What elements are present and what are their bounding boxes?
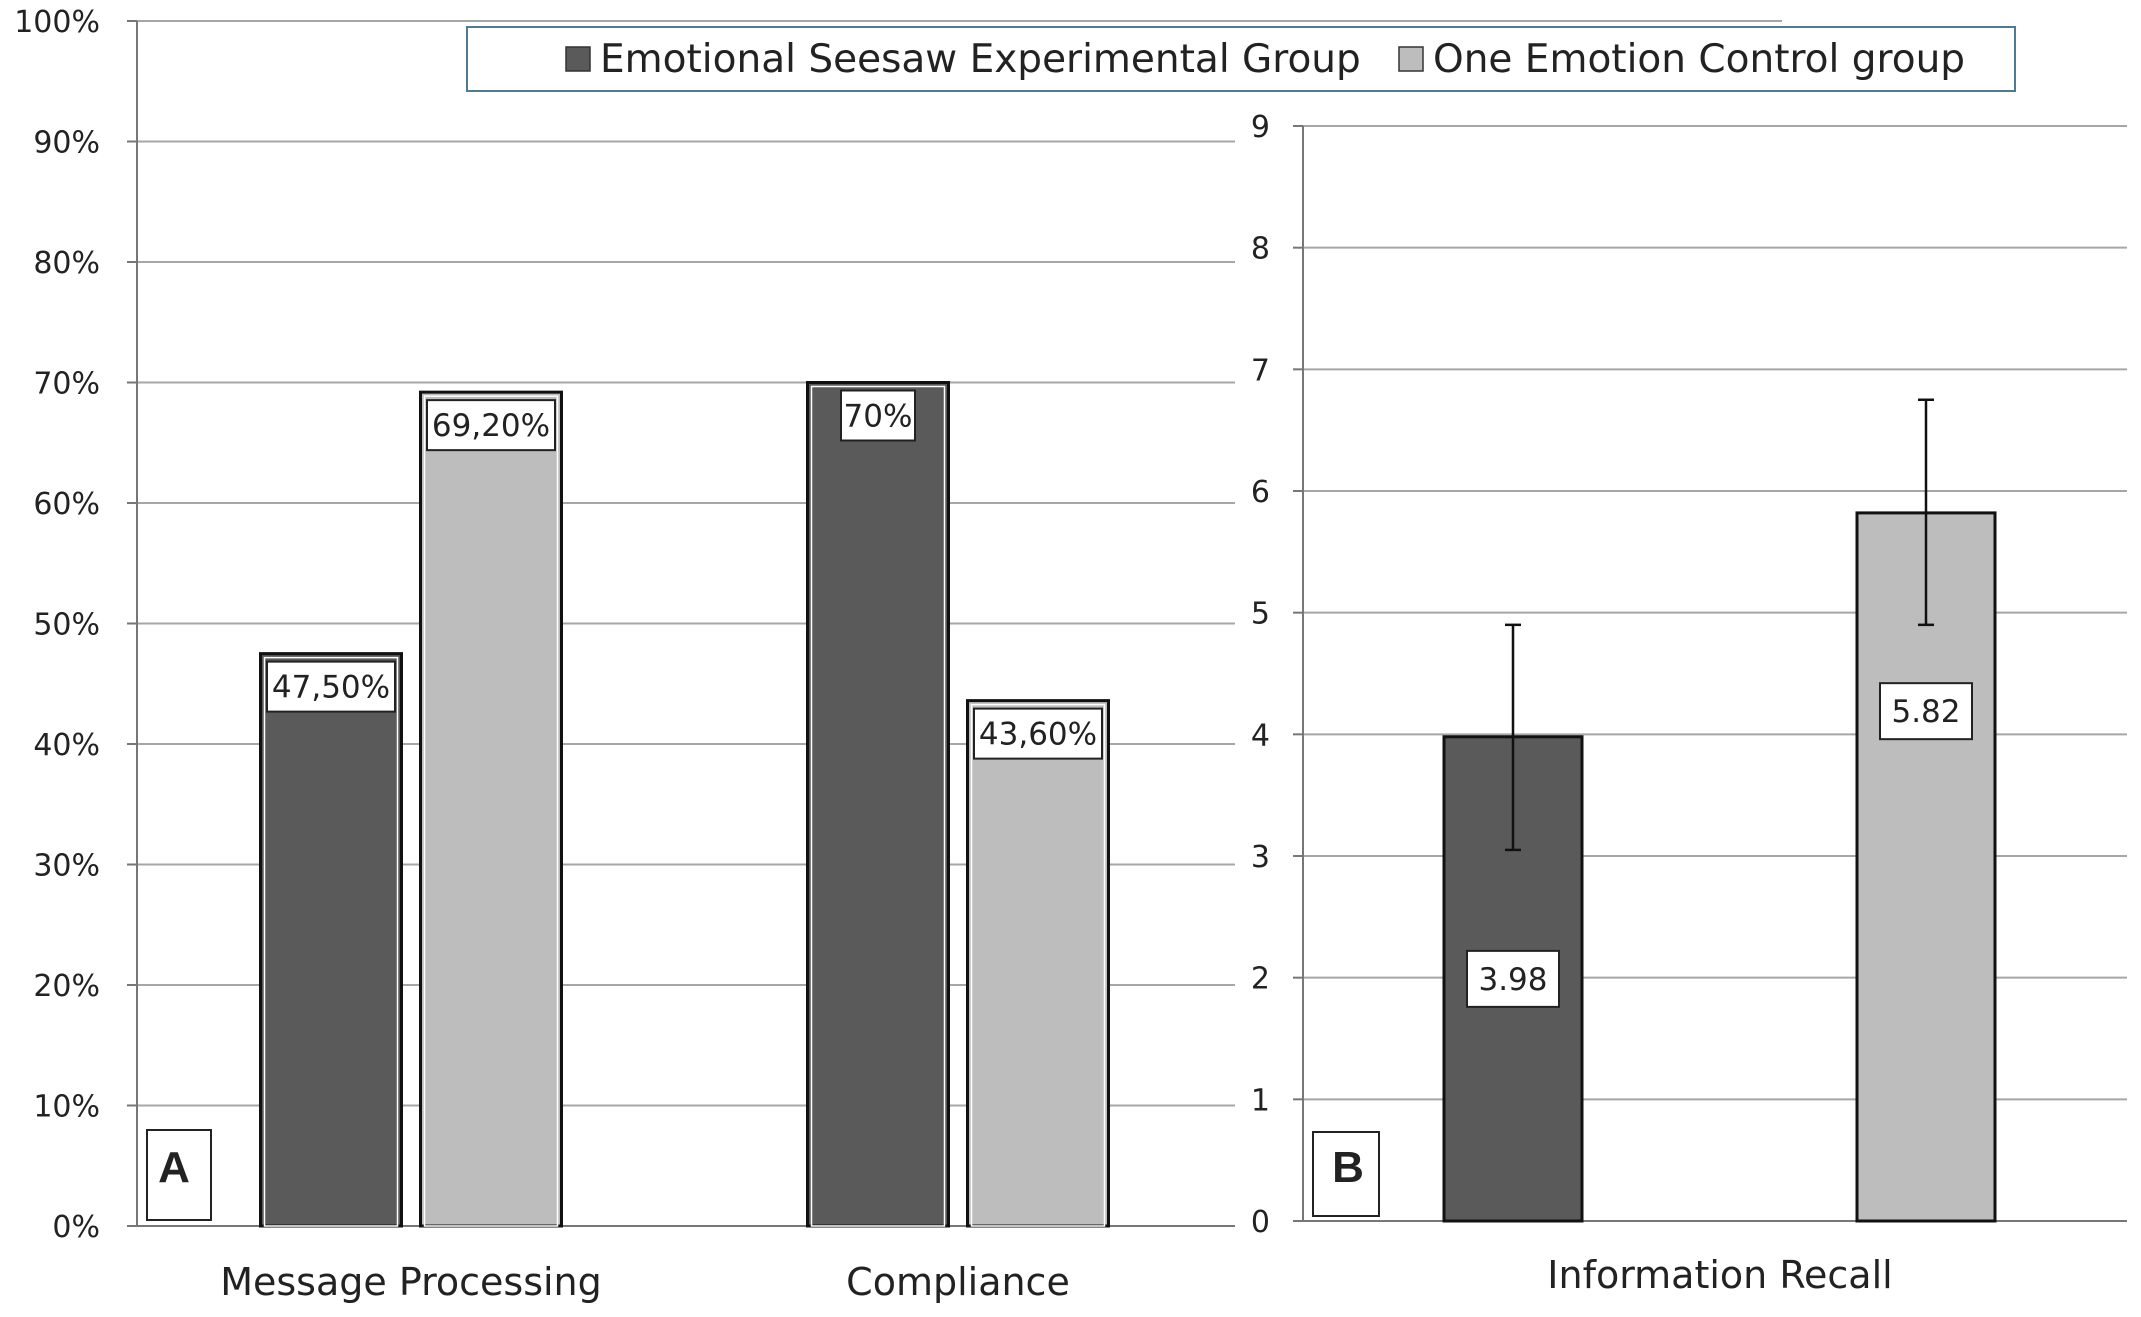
panel-a-ytick-label: 90% [33,126,100,161]
panel-b-axes: 0 1 2 3 4 5 6 7 8 9 Information Recall [1251,110,2127,1297]
panel-a-ytick-label: 20% [33,969,100,1004]
panel-a-bars [259,381,1110,1228]
panel-b-label-frame [1312,1131,1380,1217]
panel-b-ytick-label: 6 [1251,475,1270,510]
panel-a-bar-message-processing-control [419,390,563,1228]
panel-a-data-label-box-message-processing-control [426,399,556,452]
panel-b-label-box: B [1312,1131,1380,1217]
panel-b-data-label-box-information-recall-experimental [1466,949,1560,1008]
panel-a-data-label-compliance-experimental: 70% [844,399,913,435]
panel-a-data-label-box-compliance-experimental [840,389,916,442]
panel-a-data-label-message-processing-control: 69,20% [432,408,550,444]
panel-a-data-labels: 47,50% 70% 69,20% 43,60% [266,389,1103,760]
panel-b-ytick-label: 0 [1251,1205,1270,1240]
panel-a-ytick-label: 70% [33,367,100,402]
panel-a-bar-inner-edge-compliance-control [970,703,1106,1227]
panel-b-category-label-information-recall: Information Recall [1547,1253,1892,1297]
panel-a-label-frame [146,1129,212,1221]
panel-b-ytick-label: 8 [1251,232,1270,267]
panel-b-ytick-label: 1 [1251,1083,1270,1118]
panel-a-label: A [158,1143,190,1192]
legend-label-experimental: Emotional Seesaw Experimental Group [600,37,1361,82]
legend-swatch-experimental [565,46,591,72]
panel-a-data-label-box-message-processing-experimental [266,660,396,713]
panel-b-data-label-information-recall-control: 5.82 [1891,694,1960,730]
panel-b-ytick-label: 7 [1251,353,1270,388]
panel-b-data-label-information-recall-experimental: 3.98 [1478,962,1547,998]
panel-a-bar-inner-edge-message-processing-control [423,395,559,1227]
panel-a-bar-inner-edge-compliance-experimental [810,385,946,1227]
panel-a-ytick-label: 40% [33,728,100,763]
panel-a-axes: 0% 10% 20% 30% 40% 50% 60% 70% 80% 90% 100% Message… [14,5,1235,1304]
panel-a-ytick-label: 50% [33,608,100,643]
panel-a-category-label-message-processing: Message Processing [220,1260,602,1304]
legend-box [466,26,2016,92]
panel-b-ytick-label: 2 [1251,962,1270,997]
panel-a-ytick-label: 80% [33,246,100,281]
panel-a-ytick-label: 30% [33,849,100,884]
panel-a-ytick-label: 100% [14,5,100,40]
panel-a-data-label-box-compliance-control [973,707,1103,760]
panel-a-bar-inner-edge-message-processing-experimental [263,656,399,1227]
panel-a-label-box: A [146,1129,212,1221]
panel-a-bar-compliance-experimental [806,381,950,1228]
panel-b-ytick-label: 9 [1251,110,1270,145]
panel-a-ytick-label: 0% [52,1210,100,1245]
panel-b-data-label-box-information-recall-control [1879,682,1973,741]
panel-a-category-label-compliance: Compliance [846,1260,1070,1304]
panel-a-bar-compliance-control [966,699,1110,1228]
panel-a-ytick-label: 10% [33,1090,100,1125]
legend-label-control: One Emotion Control group [1433,37,1965,82]
panel-a-ytick-label: 60% [33,487,100,522]
panel-b-label: B [1332,1143,1364,1192]
legend: Emotional Seesaw Experimental Group One … [466,26,2016,92]
panel-a-bar-message-processing-experimental [259,652,403,1228]
panel-b-data-labels: 3.98 5.82 [1466,682,1973,1008]
panel-b-ytick-label: 3 [1251,840,1270,875]
panel-a-data-label-message-processing-experimental: 47,50% [272,670,390,706]
panel-b-ytick-label: 5 [1251,597,1270,632]
panel-b-bar-information-recall-control [1855,511,1997,1223]
panel-a-data-label-compliance-control: 43,60% [979,717,1097,753]
panel-b-ytick-label: 4 [1251,718,1270,753]
legend-swatch-control [1398,46,1424,72]
